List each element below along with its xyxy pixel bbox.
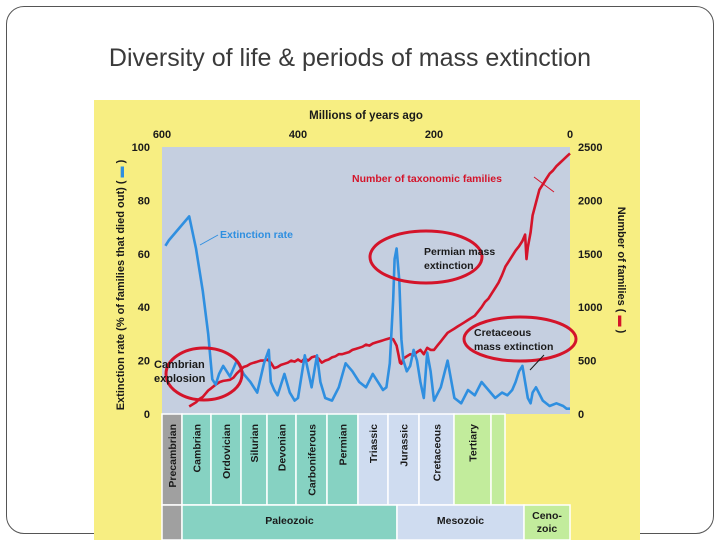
period-band-11 — [490, 413, 506, 506]
cambrian-highlight-ellipse — [164, 346, 244, 402]
y-left-tick-label-100: 100 — [132, 142, 150, 154]
annotation-cretaceous-line1: Cretaceous — [474, 327, 531, 339]
y-left-tick-label-80: 80 — [138, 195, 150, 207]
era-label-cenozoic-line1: Ceno- — [532, 510, 562, 522]
era-band-2 — [523, 504, 571, 540]
era-band-0 — [181, 504, 398, 540]
period-label-devonian: Devonian — [277, 424, 289, 471]
x-axis-label: Millions of years ago — [309, 110, 423, 122]
y-left-axis-label-group: Extinction rate (% of families that died… — [115, 159, 127, 410]
cretaceous-highlight-ellipse — [462, 315, 578, 363]
era-label-paleozoic: Paleozoic — [265, 515, 314, 527]
annotation-families: Number of taxonomic families — [352, 173, 502, 185]
x-tick-label-0: 0 — [567, 129, 573, 141]
y-left-axis-label: Extinction rate (% of families that died… — [115, 180, 127, 410]
period-band-4 — [266, 413, 297, 506]
period-label-cambrian: Cambrian — [192, 424, 204, 472]
period-label-jurassic: Jurassic — [399, 424, 411, 467]
x-tick-label-400: 400 — [289, 129, 307, 141]
plot-area — [162, 147, 570, 414]
y-right-axis-label-group: Number of families ( ▬ ) — [615, 207, 627, 334]
y-right-tick-label-1000: 1000 — [578, 302, 602, 314]
svg-text:Extinction rate (% of families: Extinction rate (% of families that died… — [115, 159, 127, 410]
era-label-cenozoic-line2: zoic — [537, 523, 558, 535]
extinction-chart: Millions of years ago 600 400 200 0 1008060… — [94, 100, 640, 540]
y-right-tick-label-500: 500 — [578, 356, 596, 368]
y-right-tick-label-2000: 2000 — [578, 195, 602, 207]
annotation-cambrian-line2: explosion — [154, 373, 206, 385]
annotation-families-leader — [533, 176, 555, 193]
period-label-ordovician: Ordovician — [221, 424, 233, 479]
geologic-period-bands: Precambrian Cambrian Ordovician Silurian Dev… — [161, 413, 506, 506]
y-right-axis-label: Number of families ( — [615, 207, 627, 313]
y-right-tick-label-2500: 2500 — [578, 142, 602, 154]
period-label-tertiary: Tertiary — [468, 424, 480, 462]
annotation-permian-line2: extinction — [424, 260, 474, 272]
annotation-cambrian-line1: Cambrian — [154, 359, 205, 371]
annotation-extinction-rate: Extinction rate — [220, 229, 293, 241]
y-right-axis-label-suffix: ) — [615, 330, 627, 334]
annotation-cretaceous-leader — [529, 354, 545, 371]
annotation-extinction-leader — [199, 234, 219, 246]
y-left-tick-label-20: 20 — [138, 356, 150, 368]
era-label-mesozoic: Mesozoic — [437, 515, 484, 527]
y-right-tick-label-1500: 1500 — [578, 249, 602, 261]
period-label-silurian: Silurian — [249, 424, 261, 463]
series-line-families — [188, 152, 571, 408]
period-band-9 — [418, 413, 455, 506]
era-band-1 — [396, 504, 525, 540]
period-label-precambrian: Precambrian — [167, 424, 179, 488]
annotation-permian-line1: Permian mass — [424, 246, 495, 258]
slide-title: Diversity of life & periods of mass exti… — [108, 44, 592, 72]
period-label-carboniferous: Carboniferous — [307, 424, 319, 496]
svg-text:Number of families ( ▬ ): Number of families ( ▬ ) — [615, 207, 627, 334]
y-right-ticks: 2500 2000 1500 1000 500 0 — [578, 142, 602, 421]
y-right-tick-label-0: 0 — [578, 409, 584, 421]
era-band-precambrian — [161, 504, 183, 540]
period-label-cretaceous: Cretaceous — [432, 424, 444, 481]
x-ticks: 600 400 200 0 — [153, 129, 573, 141]
x-tick-label-600: 600 — [153, 129, 171, 141]
y-left-tick-label-0: 0 — [144, 409, 150, 421]
annotation-cretaceous-line2: mass extinction — [474, 341, 553, 353]
x-tick-label-200: 200 — [425, 129, 443, 141]
y-left-axis-label-suffix: ) — [115, 159, 127, 163]
period-label-triassic: Triassic — [368, 424, 380, 463]
y-left-tick-label-60: 60 — [138, 249, 150, 261]
permian-highlight-ellipse — [368, 229, 484, 285]
period-label-permian: Permian — [338, 424, 350, 465]
period-band-8 — [387, 413, 420, 506]
figure: Millions of years ago 600 400 200 0 100 80 60… — [94, 100, 640, 540]
y-right-legend-swatch: ▬ — [615, 312, 627, 329]
y-left-legend-swatch: ▬ — [115, 163, 127, 180]
geologic-era-bands: Paleozoic Mesozoic Ceno-zoic — [161, 504, 571, 540]
period-band-6 — [326, 413, 359, 506]
period-band-10 — [453, 413, 492, 506]
y-left-ticks: 100 80 60 40 20 0 — [132, 142, 150, 421]
y-left-tick-label-40: 40 — [138, 302, 150, 314]
period-band-2 — [210, 413, 242, 506]
